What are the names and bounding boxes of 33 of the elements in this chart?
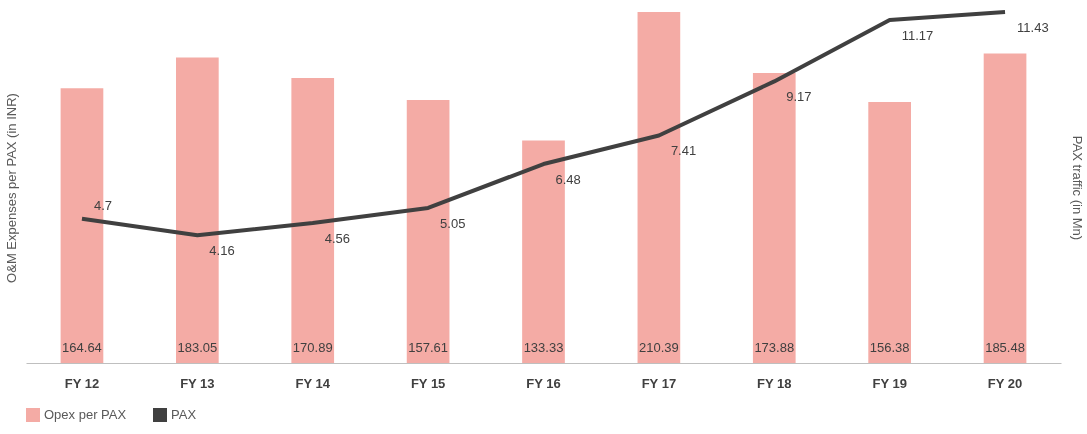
y-axis-title: O&M Expenses per PAX (in INR) <box>3 93 19 283</box>
data-label: 6.48 <box>555 172 581 188</box>
x-tick-label: FY 18 <box>757 375 792 391</box>
legend-label: Opex per PAX <box>44 407 127 422</box>
data-label: 4.56 <box>324 230 351 246</box>
x-tick-label: FY 20 <box>987 375 1023 391</box>
data-label: 11.17 <box>901 27 934 43</box>
data-label: 11.43 <box>1017 20 1049 35</box>
y2-axis-title: PAX traffic (in Mn) <box>1069 135 1085 241</box>
data-label: 183.05 <box>177 340 218 355</box>
data-label: 173.88 <box>754 340 795 355</box>
x-tick-label: FY 16 <box>526 375 561 391</box>
x-tick-label: FY 12 <box>64 375 100 391</box>
x-tick-label: FY 13 <box>180 375 215 391</box>
bar <box>868 102 911 363</box>
data-label: 170.89 <box>292 340 333 355</box>
legend-label: PAX <box>171 407 197 422</box>
data-label: 164.64 <box>62 340 102 355</box>
data-label: 185.48 <box>985 340 1025 355</box>
data-label: 4.16 <box>209 243 235 259</box>
x-tick-label: FY 17 <box>641 375 677 391</box>
x-tick-label: FY 19 <box>872 375 907 391</box>
x-tick-label: FY 14 <box>295 375 331 391</box>
data-label: 210.39 <box>639 340 679 355</box>
x-tick-label: FY 15 <box>410 375 446 391</box>
data-label: 5.05 <box>440 215 466 231</box>
data-label: 156.38 <box>869 340 910 355</box>
data-label: 7.41 <box>670 143 697 159</box>
data-label: 9.17 <box>786 89 812 105</box>
data-label: 157.61 <box>408 340 448 355</box>
data-label: 133.33 <box>523 340 564 355</box>
data-label: 4.7 <box>93 197 113 213</box>
bar <box>983 53 1027 363</box>
